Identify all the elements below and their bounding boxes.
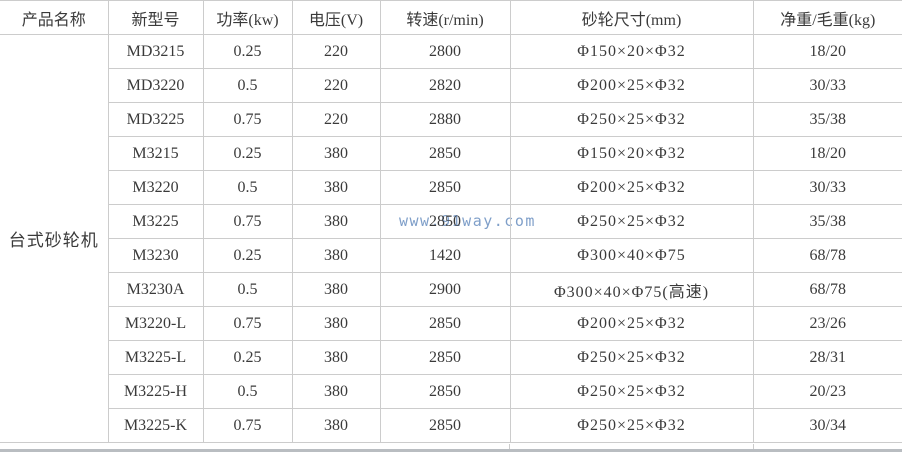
speed-cell: 2850 [379, 408, 511, 443]
header-net-gross-weight: 净重/毛重(kg) [752, 0, 902, 35]
voltage-cell: 380 [291, 340, 381, 375]
header-model: 新型号 [107, 0, 204, 35]
power-cell: 0.75 [202, 204, 293, 239]
speed-cell: 2880 [379, 102, 511, 137]
power-cell: 0.5 [202, 374, 293, 409]
spec-table-body: 台式砂轮机 MD3215 0.25 220 2800 Φ150×20×Φ32 18/20 MD… [0, 34, 902, 443]
power-cell: 0.25 [202, 340, 293, 375]
power-cell: 0.75 [202, 306, 293, 341]
header-product-name: 产品名称 [0, 0, 109, 35]
model-cell: M3225-L [108, 340, 204, 375]
speed-cell: 2850 [379, 204, 511, 239]
voltage-cell: 220 [291, 34, 381, 69]
speed-cell: 2850 [379, 306, 511, 341]
model-cell: M3230 [108, 238, 204, 273]
table-row: M3230 0.25 380 1420 Φ300×40×Φ75 68/78 [0, 238, 902, 273]
table-row: M3225-L 0.25 380 2850 Φ250×25×Φ32 28/31 [0, 340, 902, 375]
table-row: MD3225 0.75 220 2880 Φ250×25×Φ32 35/38 [0, 102, 902, 137]
product-name-cell: 台式砂轮机 [0, 34, 109, 443]
speed-cell: 2820 [379, 68, 511, 103]
wheel-size-cell: Φ300×40×Φ75(高速) [509, 272, 754, 307]
wheel-size-cell: Φ250×25×Φ32 [509, 204, 754, 239]
model-cell: MD3215 [107, 34, 204, 69]
speed-cell: 2900 [379, 272, 511, 307]
wheel-size-cell: Φ150×20×Φ32 [509, 136, 754, 171]
wheel-size-cell: Φ250×25×Φ32 [509, 408, 754, 443]
weight-cell: 18/20 [752, 34, 902, 69]
wheel-size-cell: Φ200×25×Φ32 [509, 170, 754, 205]
table-row: M3225-K 0.75 380 2850 Φ250×25×Φ32 30/34 [0, 408, 902, 443]
wheel-size-cell: Φ150×20×Φ32 [509, 34, 754, 69]
weight-cell: 30/34 [752, 408, 902, 443]
model-cell: M3220 [108, 170, 204, 205]
model-cell: MD3225 [108, 102, 204, 137]
voltage-cell: 380 [291, 170, 381, 205]
weight-cell: 30/33 [752, 68, 902, 103]
wheel-size-cell: Φ200×25×Φ32 [509, 306, 754, 341]
speed-cell: 2850 [379, 340, 511, 375]
table-row: M3225 0.75 380 2850 Φ250×25×Φ32 35/38 [0, 204, 902, 239]
wheel-size-cell: Φ250×25×Φ32 [509, 340, 754, 375]
wheel-size-cell: Φ250×25×Φ32 [509, 102, 754, 137]
table-row: M3225-H 0.5 380 2850 Φ250×25×Φ32 20/23 [0, 374, 902, 409]
power-cell: 0.25 [202, 238, 293, 273]
weight-cell: 18/20 [752, 136, 902, 171]
model-cell: M3225-H [108, 374, 204, 409]
voltage-cell: 220 [291, 68, 381, 103]
voltage-cell: 220 [291, 102, 381, 137]
table-row: M3215 0.25 380 2850 Φ150×20×Φ32 18/20 [0, 136, 902, 171]
voltage-cell: 380 [291, 204, 381, 239]
weight-cell: 23/26 [752, 306, 902, 341]
power-cell: 0.5 [202, 272, 293, 307]
power-cell: 0.5 [202, 170, 293, 205]
voltage-cell: 380 [291, 374, 381, 409]
bottom-edge-bar [0, 449, 902, 452]
table-row: MD3220 0.5 220 2820 Φ200×25×Φ32 30/33 [0, 68, 902, 103]
power-cell: 0.25 [202, 136, 293, 171]
weight-cell: 20/23 [752, 374, 902, 409]
speed-cell: 2850 [379, 374, 511, 409]
wheel-size-cell: Φ300×40×Φ75 [509, 238, 754, 273]
weight-cell: 68/78 [752, 238, 902, 273]
weight-cell: 35/38 [752, 204, 902, 239]
header-voltage: 电压(V) [291, 0, 381, 35]
speed-cell: 2800 [379, 34, 511, 69]
header-row: 产品名称 新型号 功率(kw) 电压(V) 转速(r/min) 砂轮尺寸(mm)… [0, 0, 902, 35]
weight-cell: 35/38 [752, 102, 902, 137]
table-row: 台式砂轮机 MD3215 0.25 220 2800 Φ150×20×Φ32 18/20 [0, 34, 902, 443]
power-cell: 0.5 [202, 68, 293, 103]
wheel-size-cell: Φ250×25×Φ32 [509, 374, 754, 409]
power-cell: 0.75 [202, 102, 293, 137]
header-power: 功率(kw) [202, 0, 293, 35]
speed-cell: 2850 [379, 136, 511, 171]
speed-cell: 1420 [379, 238, 511, 273]
header-speed: 转速(r/min) [379, 0, 511, 35]
model-cell: M3225-K [108, 408, 204, 443]
weight-cell: 28/31 [752, 340, 902, 375]
table-row: M3230A 0.5 380 2900 Φ300×40×Φ75(高速) 68/78 [0, 272, 902, 307]
model-cell: M3225 [108, 204, 204, 239]
voltage-cell: 380 [291, 408, 381, 443]
model-cell: M3220-L [108, 306, 204, 341]
header-wheel-size: 砂轮尺寸(mm) [509, 0, 754, 35]
voltage-cell: 380 [291, 136, 381, 171]
power-cell: 0.25 [202, 34, 293, 69]
voltage-cell: 380 [291, 238, 381, 273]
table-row: M3220-L 0.75 380 2850 Φ200×25×Φ32 23/26 [0, 306, 902, 341]
model-cell: M3215 [108, 136, 204, 171]
wheel-size-cell: Φ200×25×Φ32 [509, 68, 754, 103]
table-row: M3220 0.5 380 2850 Φ200×25×Φ32 30/33 [0, 170, 902, 205]
power-cell: 0.75 [202, 408, 293, 443]
model-cell: MD3220 [108, 68, 204, 103]
weight-cell: 68/78 [752, 272, 902, 307]
voltage-cell: 380 [291, 272, 381, 307]
model-cell: M3230A [108, 272, 204, 307]
weight-cell: 30/33 [752, 170, 902, 205]
voltage-cell: 380 [291, 306, 381, 341]
speed-cell: 2850 [379, 170, 511, 205]
